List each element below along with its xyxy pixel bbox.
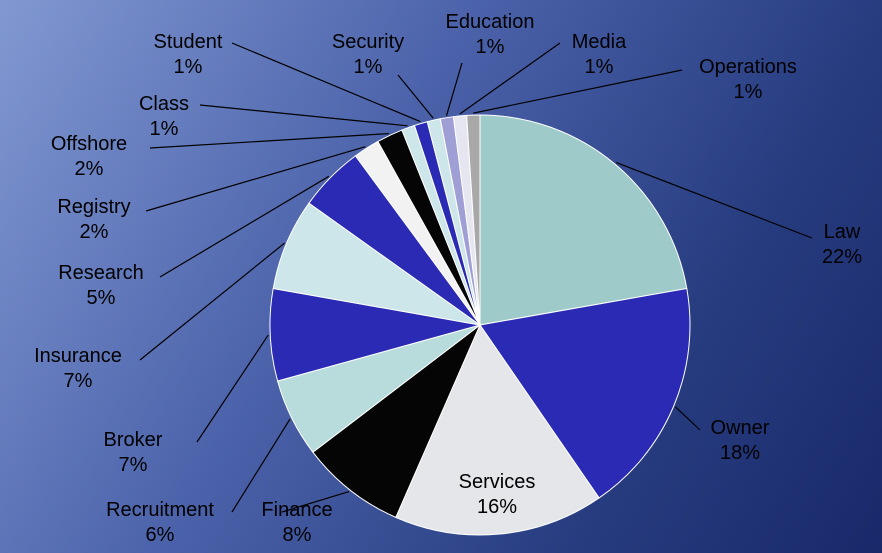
data-label-research: Research 5% [58,261,144,311]
leader-line-student [231,42,421,123]
leader-line-owner [675,406,701,431]
leader-line-security [397,74,434,119]
slice-percent: 5% [86,287,116,309]
leader-line-law [616,162,813,239]
slice-percent: 1% [733,81,763,103]
leader-line-media [459,42,561,115]
pie-slice-owner [479,287,691,499]
pie-slice-law [479,114,688,326]
slice-name: Student [153,31,223,53]
leader-line-education [445,62,463,116]
data-label-offshore: Offshore 2% [51,132,127,182]
data-label-student: Student 1% [154,30,223,80]
slice-percent: 7% [63,370,93,392]
slice-name: Insurance [34,345,122,367]
slice-name: Class [138,93,190,115]
pie-slice-finance [312,323,482,519]
slice-percent: 1% [173,56,203,78]
data-label-education: Education 1% [446,10,535,60]
slice-percent: 2% [79,221,109,243]
slice-percent: 7% [118,454,148,476]
slice-percent: 22% [821,246,863,268]
leader-line-insurance [139,242,285,361]
slice-name: Owner [710,417,770,439]
slice-percent: 6% [145,524,175,546]
slice-name: Recruitment [106,499,214,521]
data-label-law: Law 22% [822,220,862,270]
data-label-broker: Broker 7% [104,428,163,478]
data-label-security: Security 1% [332,30,404,80]
slice-name: Media [571,31,627,53]
slice-name: Law [823,221,861,243]
data-label-insurance: Insurance 7% [34,344,122,394]
leader-line-class [199,104,408,127]
data-label-recruitment: Recruitment 6% [106,498,214,548]
slice-percent: 2% [74,158,104,180]
slice-percent: 1% [353,56,383,78]
slice-name: Security [331,31,405,53]
slice-name: Services [458,471,536,493]
data-label-media: Media 1% [572,30,626,80]
leader-line-recruitment [231,418,291,513]
pie-slice-services [395,323,600,536]
data-label-services: Services 16% [459,470,536,520]
data-label-operations: Operations 1% [699,55,797,105]
slice-name: Finance [261,499,333,521]
slice-name: Operations [699,56,797,78]
leader-line-registry [145,146,366,212]
slice-name: Registry [57,196,131,218]
slice-name: Broker [103,429,163,451]
leader-line-research [159,175,330,278]
slice-name: Education [445,11,535,33]
slice-percent: 1% [475,36,505,58]
slice-percent: 16% [476,496,518,518]
pie-slice-operations [466,114,481,326]
slice-percent: 8% [282,524,312,546]
leader-line-operations [473,69,683,114]
data-label-registry: Registry 2% [57,195,130,245]
slice-name: Offshore [50,133,128,155]
slice-percent: 18% [719,442,761,464]
leader-line-broker [196,334,269,443]
slice-percent: 1% [149,118,179,140]
data-label-finance: Finance 8% [261,498,332,548]
leader-line-finance [281,491,350,513]
data-label-class: Class 1% [139,92,189,142]
data-label-owner: Owner 18% [711,416,770,466]
leader-line-offshore [149,133,389,149]
slice-name: Research [58,262,144,284]
slice-percent: 1% [584,56,614,78]
